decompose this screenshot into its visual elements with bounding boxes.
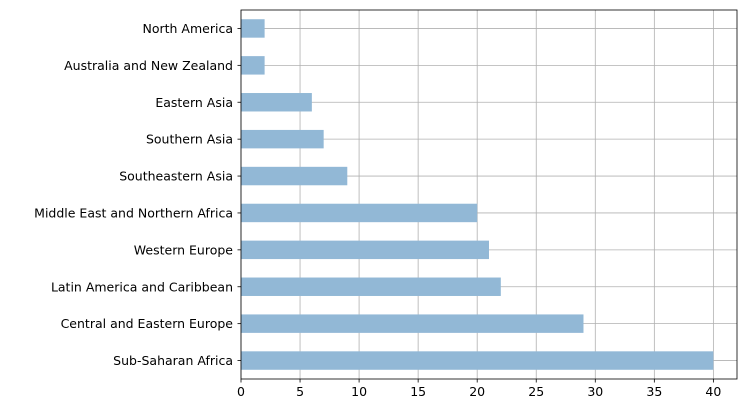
y-tick-label: Australia and New Zealand — [64, 58, 233, 73]
bar — [241, 93, 312, 112]
y-tick-label: Southeastern Asia — [119, 169, 233, 184]
bar — [241, 129, 324, 149]
y-tick-label: Southern Asia — [146, 132, 233, 147]
bar — [241, 277, 501, 296]
bars — [241, 19, 714, 370]
y-tick-label: Latin America and Caribbean — [51, 279, 233, 294]
bar — [241, 314, 584, 333]
axes — [237, 9, 738, 383]
y-tick-label: Western Europe — [134, 242, 234, 257]
x-tick-label: 30 — [587, 384, 603, 399]
bar — [241, 56, 265, 75]
x-tick-label: 40 — [705, 384, 721, 399]
x-tick-label: 15 — [410, 384, 426, 399]
x-tick-label: 20 — [469, 384, 485, 399]
x-tick-label: 5 — [296, 384, 304, 399]
bar — [241, 351, 714, 370]
y-tick-label: North America — [143, 21, 234, 36]
x-tick-label: 35 — [646, 384, 662, 399]
y-tick-label: Central and Eastern Europe — [61, 316, 234, 331]
bar — [241, 166, 348, 186]
bar — [241, 240, 489, 260]
y-tick-label: Eastern Asia — [155, 95, 233, 110]
x-tick-label: 0 — [237, 384, 245, 399]
tick-labels: 0 5 10 15 20 25 30 35 40 Sub-Saharan Africa Centra… — [34, 21, 721, 399]
bar — [241, 203, 478, 223]
bar — [241, 19, 265, 38]
x-tick-label: 25 — [528, 384, 544, 399]
y-tick-label: Sub-Saharan Africa — [113, 353, 233, 368]
plot-frame — [240, 9, 738, 380]
y-tick-label: Middle East and Northern Africa — [34, 205, 233, 220]
x-tick-label: 10 — [351, 384, 367, 399]
